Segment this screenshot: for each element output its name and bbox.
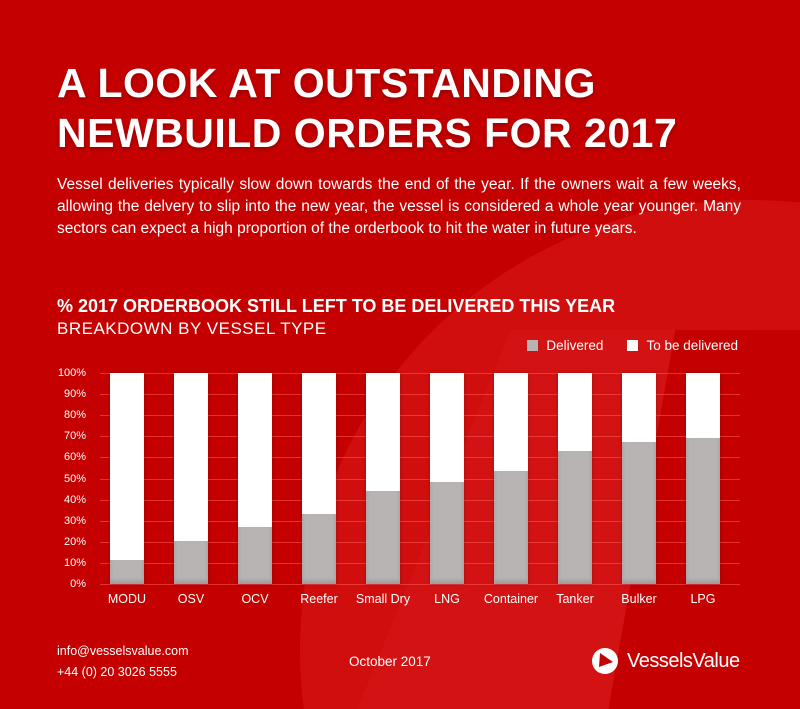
bar-segment-delivered: [366, 491, 400, 584]
page-title: A LOOK AT OUTSTANDING NEWBUILD ORDERS FO…: [57, 58, 677, 158]
y-tick-label: 80%: [63, 409, 86, 422]
bar-segment-delivered: [494, 471, 528, 584]
legend-item-delivered: Delivered: [527, 338, 603, 353]
gridline: [100, 457, 740, 459]
bar-osv: [174, 373, 208, 584]
y-tick-label: 40%: [63, 493, 86, 506]
gridline: [100, 584, 740, 585]
legend-item-to-be-delivered: To be delivered: [627, 338, 738, 353]
x-tick-label: OSV: [177, 592, 205, 606]
bar-chart-plot-area: [100, 373, 740, 585]
x-tick-label: Bulker: [621, 592, 657, 606]
bar-reefer: [302, 373, 336, 584]
y-tick-label: 20%: [63, 535, 86, 548]
x-tick-label: LPG: [690, 592, 716, 606]
y-tick-label: 30%: [63, 514, 86, 527]
bar-ocv: [238, 373, 272, 584]
gridline: [100, 478, 740, 480]
gridline: [100, 562, 740, 564]
logo-text: VesselsValue: [627, 649, 740, 672]
publication-date: October 2017: [349, 654, 431, 669]
x-tick-label: OCV: [241, 592, 269, 606]
contact-info: info@vesselsvalue.com +44 (0) 20 3026 55…: [57, 641, 189, 683]
title-line-1: A LOOK AT OUTSTANDING: [57, 60, 596, 106]
bar-lng: [430, 373, 464, 584]
x-tick-label: MODU: [107, 592, 147, 606]
bar-segment-delivered: [430, 481, 464, 584]
chart-subtitle: BREAKDOWN BY VESSEL TYPE: [57, 319, 327, 338]
legend-label: Delivered: [546, 338, 604, 353]
chart-title: % 2017 ORDERBOOK STILL LEFT TO BE DELIVE…: [57, 296, 616, 316]
gridline: [100, 499, 740, 501]
bar-tanker: [558, 373, 592, 584]
x-tick-label: Tanker: [556, 592, 594, 606]
gridline: [100, 436, 740, 438]
y-tick-label: 70%: [63, 430, 86, 443]
legend-swatch-delivered: [527, 340, 539, 351]
y-tick-label: 90%: [63, 388, 86, 401]
chart-legend: Delivered To be delivered: [527, 338, 738, 353]
intro-paragraph: Vessel deliveries typically slow down to…: [57, 176, 741, 237]
contact-phone: +44 (0) 20 3026 5555: [57, 665, 177, 679]
y-tick-label: 100%: [57, 367, 86, 379]
x-tick-label: LNG: [434, 592, 460, 606]
gridline: [100, 415, 740, 417]
y-tick-label: 10%: [63, 556, 86, 569]
y-tick-label: 0%: [70, 578, 86, 590]
gridline: [100, 541, 740, 543]
bar-segment-delivered: [110, 559, 144, 584]
x-tick-label: Reefer: [300, 592, 338, 606]
vesselsvalue-logo: VesselsValue: [591, 647, 740, 675]
bar-segment-delivered: [238, 527, 272, 584]
legend-swatch-to-be-delivered: [627, 340, 639, 351]
bar-segment-delivered: [174, 540, 208, 584]
gridline: [100, 394, 740, 396]
y-tick-label: 60%: [63, 451, 86, 464]
play-triangle-in-circle-icon: [592, 648, 618, 674]
bar-small-dry: [366, 373, 400, 584]
contact-email[interactable]: info@vesselsvalue.com: [57, 644, 189, 658]
gridline: [100, 520, 740, 522]
y-tick-label: 50%: [63, 472, 86, 485]
gridline: [100, 373, 740, 374]
bar-segment-delivered: [558, 451, 592, 584]
bar-bulker: [622, 373, 656, 584]
title-line-2: NEWBUILD ORDERS FOR 2017: [57, 110, 678, 156]
bar-lpg: [686, 373, 720, 584]
x-tick-label: Container: [483, 592, 539, 606]
bar-container: [494, 373, 528, 584]
bar-segment-delivered: [622, 441, 656, 584]
x-tick-label: Small Dry: [355, 592, 411, 606]
bar-segment-delivered: [302, 514, 336, 584]
bar-segment-delivered: [686, 438, 720, 584]
legend-label: To be delivered: [646, 338, 738, 353]
bar-modu: [110, 373, 144, 584]
